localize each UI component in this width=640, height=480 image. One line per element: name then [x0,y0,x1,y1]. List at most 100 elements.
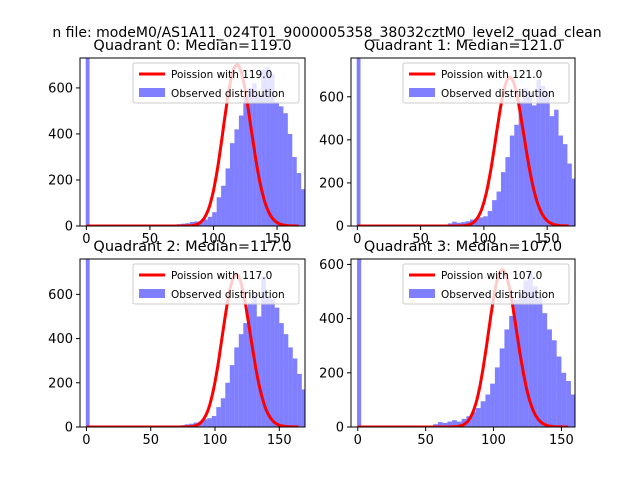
histogram-bar [513,299,519,427]
histogram-bar [274,101,279,226]
plot-area [85,58,305,226]
histogram-bar [523,88,528,226]
histogram-bar [247,87,253,226]
y-tick-label: 0 [65,421,73,436]
x-tick-label: 100 [203,433,228,448]
axes-frame [350,258,576,428]
legend-label-observed: Observed distribution [171,88,285,100]
histogram-bar [274,307,280,427]
histogram-bar [452,221,457,226]
histogram-bar [216,197,222,226]
histogram-bar [492,200,497,226]
y-tick-label: 400 [319,312,344,327]
y-tick-label: 200 [48,376,73,391]
histogram-bar [243,97,248,226]
histogram-bar-zero [357,259,362,427]
histogram-bar [256,316,262,427]
histogram-bar [540,86,546,226]
histogram-bar [243,323,248,427]
histogram-bar [296,173,302,226]
legend-label-observed: Observed distribution [441,289,555,301]
legend-label-observed: Observed distribution [171,289,285,301]
histogram-bar [528,272,533,427]
y-tick-label: 600 [319,258,344,273]
histogram-bar [198,222,204,226]
x-tick-label: 0 [353,232,361,247]
histogram-bar [570,394,575,427]
histogram-bar [234,129,239,226]
histogram-bar [537,296,543,427]
histogram-bar-zero [356,58,361,226]
histogram-bar [485,394,491,427]
histogram-bar [452,420,457,427]
histogram-bar [238,115,244,226]
histogram-bar [256,94,262,226]
histogram-bar [229,365,235,427]
legend-box [132,62,300,104]
histogram-bar [297,373,302,427]
x-tick-label: 150 [535,232,560,247]
legend-box [132,263,300,305]
histogram-bar [234,347,239,427]
plot-area [85,259,305,427]
poisson-curve [86,273,299,427]
x-tick-label: 50 [412,232,429,247]
histogram-bar [225,168,230,226]
y-tick-label: 400 [48,127,73,142]
panel-title: Quadrant 2: Median=117.0 [93,239,291,255]
y-tick-label: 400 [319,133,344,148]
histogram-bar [480,401,486,427]
histogram-bar [554,109,559,226]
legend-box [402,263,570,305]
histogram-bar [487,210,493,226]
histogram-bar [265,67,271,226]
figure-suptitle: n file: modeM0/AS1A11_024T01_9000005358_… [52,25,601,41]
x-tick-label: 100 [471,232,496,247]
axes-frame [79,57,306,227]
y-tick-label: 0 [336,220,344,235]
histogram-bar [561,372,567,427]
legend-label-poisson: Poission with 117.0 [171,270,272,282]
poisson-curve [357,268,569,427]
histogram-bar [542,313,548,427]
histogram-bar [225,382,230,427]
panel-title: Quadrant 0: Median=119.0 [93,38,291,54]
histogram-bar [509,135,515,226]
legend-label-poisson: Poission with 119.0 [171,69,272,81]
histogram-bar [238,334,244,427]
histogram-bar [505,157,510,226]
histogram-bar [475,408,481,427]
histogram-bar [562,144,568,226]
histogram-bar [292,358,298,427]
histogram-bar [556,356,562,427]
legend-swatch-observed [409,88,435,97]
histogram-bar [456,222,462,226]
histogram-bar [536,79,541,226]
histogram-bar [230,143,235,226]
histogram-bar [288,347,293,427]
histogram-bar [203,219,208,226]
plot-area [356,58,575,226]
legend-label-poisson: Poission with 107.0 [441,270,542,282]
histogram-bar [545,92,550,226]
histogram-bar [207,216,213,226]
histogram-bar [301,189,305,226]
histogram-bar [212,212,217,226]
legend-swatch-observed [139,88,165,97]
histogram-bar [499,348,505,427]
legend-box [402,62,570,104]
histogram-bar [261,69,266,226]
y-tick-label: 200 [48,173,73,188]
histogram-bar [283,334,289,427]
histogram-bar-zero [85,259,90,427]
histogram-bar [211,415,217,427]
y-tick-label: 200 [319,366,344,381]
axes-frame [79,258,306,428]
histogram-bar [437,422,443,427]
y-tick-label: 600 [48,81,73,96]
x-tick-label: 150 [265,232,290,247]
panel-title: Quadrant 1: Median=121.0 [364,38,562,54]
histogram-bar [566,380,571,427]
y-tick-label: 0 [336,421,344,436]
histogram-bar [216,407,221,427]
